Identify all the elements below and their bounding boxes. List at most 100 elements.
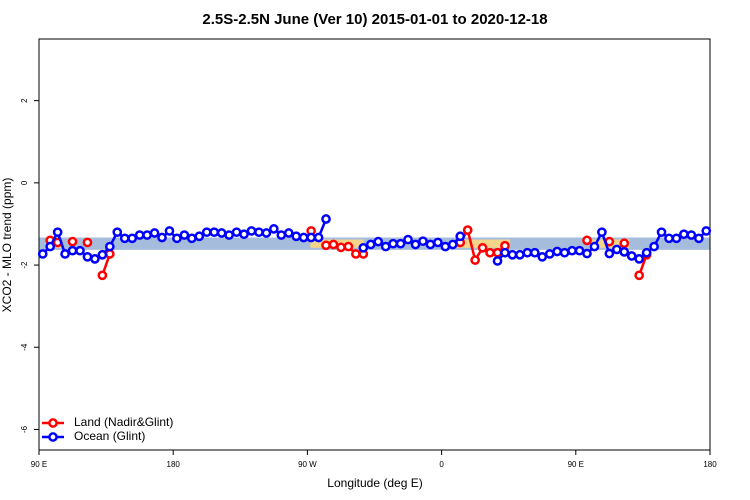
data-point — [283, 228, 294, 238]
data-point — [269, 224, 279, 234]
data-point — [351, 249, 361, 259]
x-tick-label: 90 W — [298, 460, 317, 469]
data-point — [544, 249, 555, 259]
data-point — [112, 227, 123, 238]
legend-label: Land (Nadir&Glint) — [74, 415, 173, 429]
data-point — [470, 255, 480, 265]
data-point — [336, 242, 346, 253]
x-tick-label: 90 E — [31, 460, 47, 469]
y-tick-label: -6 — [20, 425, 29, 433]
legend-marker — [48, 432, 58, 442]
data-point — [634, 254, 645, 264]
data-point — [224, 230, 234, 240]
data-point — [634, 270, 645, 281]
data-point — [164, 226, 175, 236]
data-point — [589, 241, 600, 252]
data-point — [671, 233, 682, 244]
data-point — [701, 226, 712, 236]
data-point — [492, 247, 503, 258]
data-point — [97, 270, 108, 281]
data-point — [37, 249, 48, 259]
data-point — [67, 245, 78, 256]
data-point — [388, 238, 398, 249]
data-point — [440, 241, 451, 252]
legend-label: Ocean (Glint) — [74, 429, 145, 443]
legend-marker — [48, 418, 58, 428]
data-point — [261, 228, 272, 238]
data-point — [425, 239, 436, 250]
data-point — [455, 231, 466, 242]
data-point — [67, 236, 78, 247]
data-point — [619, 238, 630, 249]
data-point — [552, 246, 563, 257]
data-point — [515, 249, 525, 260]
data-point — [604, 248, 615, 259]
data-point — [582, 248, 592, 259]
data-point — [239, 229, 249, 240]
data-point — [209, 227, 220, 238]
data-point — [656, 227, 667, 238]
data-point — [45, 241, 56, 252]
data-point — [90, 254, 100, 264]
y-tick-label: 2 — [20, 98, 29, 103]
data-point — [395, 238, 406, 249]
data-point — [82, 251, 93, 262]
data-point — [216, 228, 227, 238]
data-point — [403, 234, 413, 245]
data-point — [611, 244, 622, 255]
data-point — [626, 251, 637, 261]
data-point — [231, 227, 242, 238]
data-point — [686, 230, 697, 240]
data-point — [97, 249, 108, 260]
data-point — [507, 249, 518, 260]
x-tick-label: 180 — [167, 460, 181, 469]
data-point — [172, 233, 182, 244]
x-tick-label: 180 — [703, 460, 717, 469]
plot-frame — [38, 38, 711, 451]
data-point — [179, 230, 190, 240]
data-point — [679, 229, 689, 240]
data-point — [127, 233, 138, 244]
data-point — [574, 245, 585, 256]
data-point — [522, 247, 533, 258]
data-point — [298, 232, 309, 243]
y-tick-label: -2 — [20, 261, 29, 269]
data-point — [559, 247, 570, 258]
data-point — [246, 226, 257, 236]
data-point — [119, 233, 130, 244]
data-point — [276, 230, 287, 240]
data-point — [82, 237, 93, 248]
data-point — [597, 227, 607, 238]
data-point — [537, 251, 548, 262]
data-point — [104, 241, 115, 252]
data-point — [433, 237, 443, 248]
data-point — [194, 231, 205, 242]
data-point — [134, 230, 145, 240]
data-point — [529, 247, 540, 258]
data-point — [104, 249, 115, 259]
data-point — [343, 241, 354, 252]
data-point — [693, 233, 704, 244]
data-point — [410, 239, 421, 250]
data-point — [619, 247, 630, 257]
x-tick-label: 0 — [439, 460, 444, 469]
data-point — [582, 235, 592, 246]
data-point — [500, 247, 510, 258]
data-point — [664, 233, 674, 244]
data-point — [373, 236, 384, 247]
data-point — [142, 230, 152, 240]
data-point — [313, 232, 324, 243]
y-tick-label: 0 — [20, 180, 29, 185]
data-point — [649, 241, 659, 252]
data-point — [641, 247, 652, 258]
x-tick-label: 90 E — [568, 460, 584, 469]
chart-title: 2.5S-2.5N June (Ver 10) 2015-01-01 to 20… — [202, 11, 547, 28]
data-point — [447, 239, 458, 250]
data-point — [321, 214, 331, 224]
y-axis-label: XCO2 - MLO trend (ppm) — [0, 178, 14, 313]
data-point — [567, 245, 577, 256]
data-point — [418, 236, 428, 247]
x-axis-label: Longitude (deg E) — [327, 476, 422, 490]
data-point — [201, 227, 212, 238]
